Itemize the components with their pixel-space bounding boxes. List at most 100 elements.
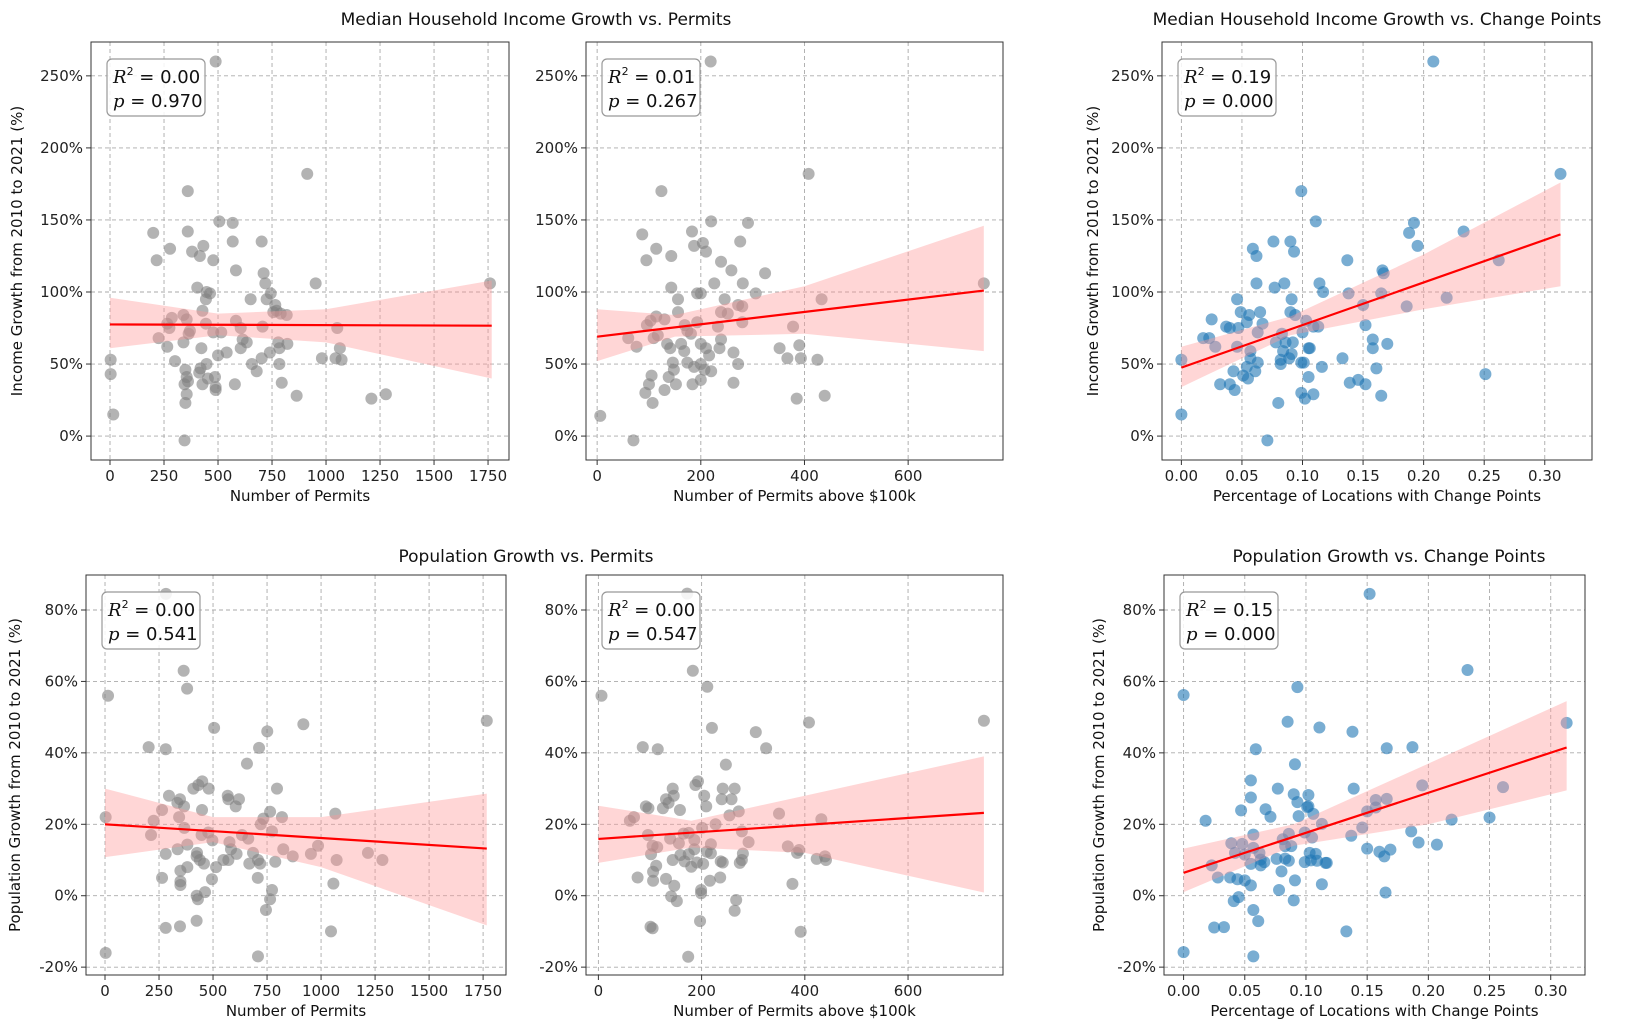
- data-point: [261, 725, 274, 738]
- y-tick-label: 200%: [1111, 139, 1154, 157]
- data-point: [682, 950, 695, 963]
- x-tick-label: 500: [204, 467, 233, 485]
- data-point: [1247, 828, 1260, 841]
- y-axis-label: Population Growth from 2010 to 2021 (%): [1090, 618, 1108, 932]
- data-point: [480, 714, 493, 727]
- x-tick-label: 0.10: [1289, 982, 1322, 1000]
- data-point: [713, 342, 726, 355]
- data-point: [190, 914, 203, 927]
- p-value-text: p = 0.000: [1184, 91, 1274, 112]
- data-point: [169, 355, 182, 368]
- data-point: [647, 332, 660, 345]
- y-axis-label: Population Growth from 2010 to 2021 (%): [6, 618, 24, 932]
- data-point: [668, 879, 681, 892]
- data-point: [645, 848, 658, 861]
- data-point: [1261, 434, 1274, 447]
- r-squared-text: R2 = 0.15: [1185, 598, 1273, 621]
- data-point: [721, 307, 734, 320]
- p-symbol: p: [113, 91, 125, 112]
- stats-box: [106, 58, 206, 117]
- plot-content: [86, 575, 506, 975]
- data-point: [723, 809, 736, 822]
- data-point: [1228, 383, 1241, 396]
- x-tick-label: 0: [105, 467, 115, 485]
- p-value-text: p = 0.970: [113, 91, 203, 112]
- r-symbol: R: [607, 600, 622, 621]
- data-point: [255, 352, 268, 365]
- data-point: [1217, 921, 1230, 934]
- data-point: [1291, 796, 1304, 809]
- data-point: [802, 167, 815, 180]
- data-point: [781, 840, 794, 853]
- data-point: [196, 804, 209, 816]
- data-point: [631, 871, 644, 884]
- confidence-band: [598, 756, 984, 893]
- x-tick-label: 600: [894, 467, 923, 485]
- data-point: [700, 800, 713, 813]
- r-squared-value: = 0.19: [1205, 67, 1272, 88]
- data-point: [1292, 810, 1305, 823]
- data-point: [297, 718, 310, 731]
- data-point: [152, 332, 165, 345]
- data-point: [1287, 894, 1300, 907]
- data-point: [222, 793, 235, 806]
- data-point: [673, 804, 686, 816]
- data-point: [1273, 884, 1286, 896]
- data-point: [178, 800, 191, 813]
- data-point: [715, 255, 728, 268]
- data-point: [742, 836, 755, 849]
- data-point: [704, 55, 717, 68]
- data-point: [595, 689, 608, 702]
- x-tick-label: 750: [253, 982, 282, 1000]
- x-tick-label: 1250: [361, 467, 399, 485]
- data-point: [1315, 360, 1328, 373]
- data-point: [704, 847, 717, 860]
- x-axis-label: Number of Permits: [226, 1002, 367, 1020]
- data-point: [794, 925, 807, 938]
- data-point: [181, 225, 194, 238]
- data-point: [229, 800, 242, 813]
- confidence-band: [105, 788, 487, 926]
- data-point: [1227, 365, 1240, 378]
- data-point: [728, 782, 741, 795]
- data-point: [251, 950, 264, 963]
- data-point: [685, 225, 698, 238]
- data-point: [1247, 904, 1260, 916]
- data-point: [705, 365, 718, 378]
- title-income-permits: Median Household Income Growth vs. Permi…: [341, 10, 732, 30]
- data-point: [1309, 215, 1322, 228]
- superscript-2: 2: [622, 598, 629, 611]
- data-point: [786, 877, 799, 890]
- data-point: [1306, 831, 1319, 844]
- data-point: [1232, 322, 1245, 335]
- data-point: [686, 664, 699, 677]
- data-point: [655, 185, 668, 198]
- data-point: [102, 689, 115, 702]
- data-point: [226, 216, 239, 229]
- title-population-change-points: Population Growth vs. Change Points: [1233, 547, 1546, 567]
- x-axis-label: Percentage of Locations with Change Poin…: [1213, 487, 1541, 505]
- data-point: [1267, 235, 1280, 248]
- stats-box: [1179, 591, 1279, 650]
- y-axis-label: Income Growth from 2010 to 2021 (%): [8, 106, 26, 396]
- data-point: [1315, 878, 1328, 891]
- stats-box: [601, 591, 701, 650]
- data-point: [269, 855, 282, 868]
- data-point: [209, 383, 222, 396]
- y-tick-label: 60%: [1123, 672, 1156, 690]
- data-point: [1271, 782, 1284, 795]
- data-point: [1175, 408, 1188, 421]
- data-point: [264, 893, 277, 906]
- x-tick-label: 0.00: [1165, 467, 1198, 485]
- data-point: [1177, 946, 1190, 959]
- y-tick-label: 80%: [45, 601, 78, 619]
- data-point: [670, 895, 683, 908]
- data-point: [1244, 879, 1257, 892]
- data-point: [174, 879, 187, 891]
- data-point: [1405, 825, 1418, 838]
- y-tick-label: 100%: [1111, 283, 1154, 301]
- r-symbol: R: [107, 600, 122, 621]
- r-squared-value: = 0.15: [1207, 600, 1274, 621]
- data-point: [793, 339, 806, 352]
- data-point: [257, 267, 270, 280]
